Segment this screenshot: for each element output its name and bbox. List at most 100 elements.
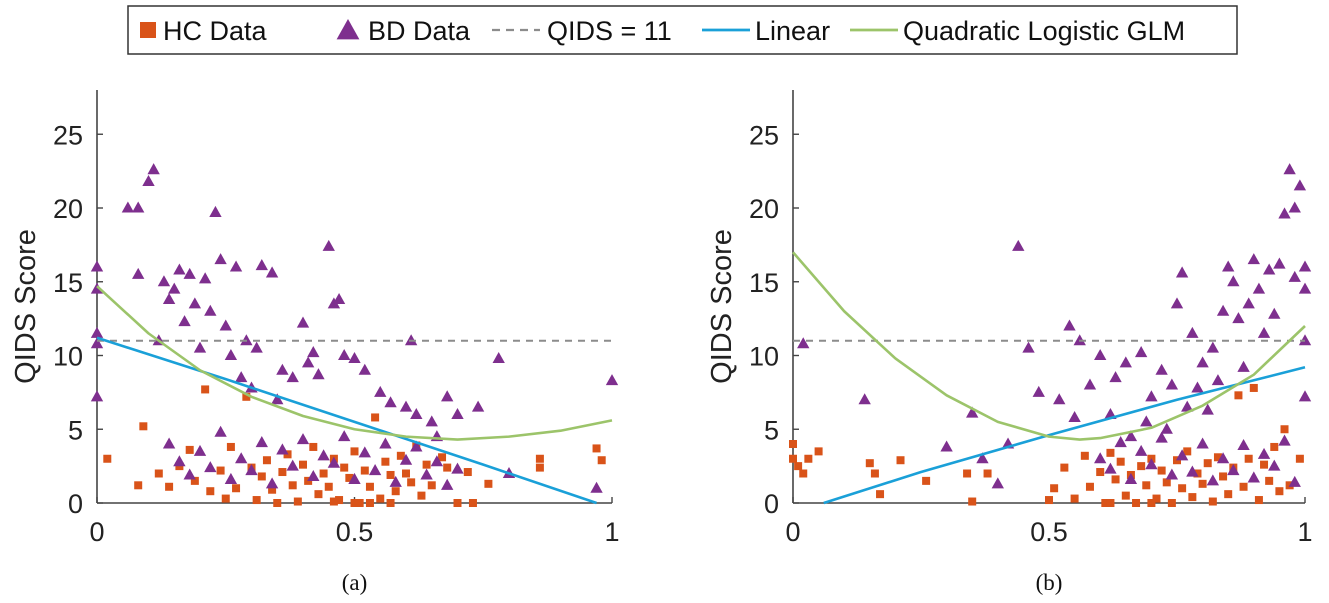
hc-data-point — [221, 494, 230, 503]
bd-data-point — [265, 477, 279, 489]
bd-data-point — [1222, 260, 1235, 272]
hc-data-point — [360, 466, 369, 475]
hc-data-point — [407, 478, 416, 487]
bd-data-point — [991, 477, 1004, 489]
x-tick-label: 0.5 — [336, 517, 374, 547]
bd-data-point — [410, 408, 423, 420]
hc-data-point — [1050, 484, 1059, 493]
legend-label: Linear — [755, 16, 830, 46]
hc-data-point — [870, 469, 879, 478]
hc-data-point — [597, 456, 606, 465]
bd-data-point — [1216, 304, 1230, 316]
bd-data-point — [312, 368, 325, 380]
legend-item: HC Data — [140, 16, 268, 46]
bd-data-point — [1170, 297, 1184, 309]
hc-data-point — [983, 469, 992, 478]
bd-data-point — [317, 449, 330, 461]
bd-data-point — [1201, 403, 1214, 415]
bd-data-point — [235, 452, 248, 464]
hc-data-point — [262, 456, 271, 465]
hc-data-point — [381, 457, 390, 466]
hc-data-point — [1167, 499, 1176, 507]
hc-data-point — [443, 463, 452, 472]
bd-data-point — [1257, 326, 1271, 338]
hc-data-point — [453, 499, 462, 507]
bd-data-point — [1124, 472, 1138, 484]
y-axis-label: QIDS Score — [706, 229, 738, 384]
bd-data-point — [1211, 374, 1225, 386]
panel-caption: (a) — [342, 570, 368, 595]
bd-data-point — [399, 453, 413, 465]
hc-data-point — [1219, 472, 1228, 481]
hc-data-point — [391, 487, 400, 496]
hc-data-point — [134, 481, 143, 490]
bd-data-point — [286, 459, 299, 471]
bd-data-point — [183, 267, 196, 279]
hc-data-point — [299, 460, 307, 469]
hc-data-point — [252, 496, 261, 505]
legend-item: QIDS = 11 — [492, 16, 672, 46]
bd-data-point — [1063, 319, 1076, 331]
legend-box — [127, 5, 1238, 55]
bd-data-point — [1104, 462, 1117, 474]
bd-data-point — [797, 337, 810, 349]
hc-data-point — [1096, 468, 1105, 477]
bd-data-point — [214, 425, 227, 437]
hc-data-point — [242, 392, 251, 401]
bd-data-point — [1278, 207, 1291, 219]
bd-data-point — [271, 393, 284, 405]
bd-data-point — [1288, 270, 1301, 282]
y-tick-label: 0 — [68, 489, 83, 519]
bd-data-point — [90, 337, 104, 349]
x-tick-label: 0 — [785, 517, 800, 547]
hc-data-point — [355, 499, 364, 507]
hc-data-point — [1295, 454, 1304, 463]
hc-data-point — [484, 479, 493, 488]
legend-item: Linear — [702, 16, 830, 46]
hc-data-point — [1106, 448, 1115, 457]
bd-data-point — [389, 475, 402, 487]
x-tick-label: 1 — [604, 517, 619, 547]
hc-data-point — [1157, 466, 1166, 475]
legend-triangle-marker — [336, 19, 360, 40]
bd-data-point — [1273, 257, 1286, 269]
bd-data-point — [307, 469, 320, 481]
bd-data-point — [1181, 400, 1194, 412]
hc-data-point — [1254, 496, 1263, 505]
hc-data-point — [273, 499, 282, 507]
bd-data-point — [492, 351, 505, 363]
bd-data-point — [276, 443, 289, 455]
hc-data-point — [365, 499, 374, 507]
bd-data-point — [224, 472, 238, 484]
hc-data-point — [1239, 482, 1248, 491]
y-tick-label: 0 — [764, 489, 779, 519]
bd-data-series — [90, 163, 619, 493]
bd-data-point — [441, 478, 454, 490]
bd-data-point — [219, 319, 232, 331]
y-tick-label: 10 — [53, 342, 83, 372]
hc-data-point — [1280, 425, 1289, 434]
x-tick-label: 0.5 — [1030, 517, 1068, 547]
y-tick-label: 10 — [749, 342, 779, 372]
hc-data-point — [206, 487, 215, 496]
bd-data-point — [121, 201, 135, 213]
hc-data-point — [350, 499, 359, 507]
bd-data-point — [1022, 341, 1035, 353]
hc-data-point — [789, 440, 797, 448]
hc-data-point — [1116, 457, 1125, 466]
bd-data-point — [1268, 459, 1281, 471]
hc-data-point — [165, 482, 174, 491]
bd-data-point — [441, 390, 454, 402]
bd-data-point — [157, 275, 171, 287]
bd-data-point — [1145, 458, 1158, 470]
bd-data-point — [1109, 371, 1122, 383]
linear-fit-line — [96, 336, 597, 505]
hc-data-series — [789, 383, 1304, 507]
hc-data-point — [1249, 383, 1258, 392]
hc-data-point — [329, 497, 338, 506]
glm-fit-curve — [96, 285, 613, 441]
y-tick-label: 15 — [53, 268, 83, 298]
bd-data-point — [1298, 390, 1312, 402]
hc-data-point — [324, 482, 333, 491]
